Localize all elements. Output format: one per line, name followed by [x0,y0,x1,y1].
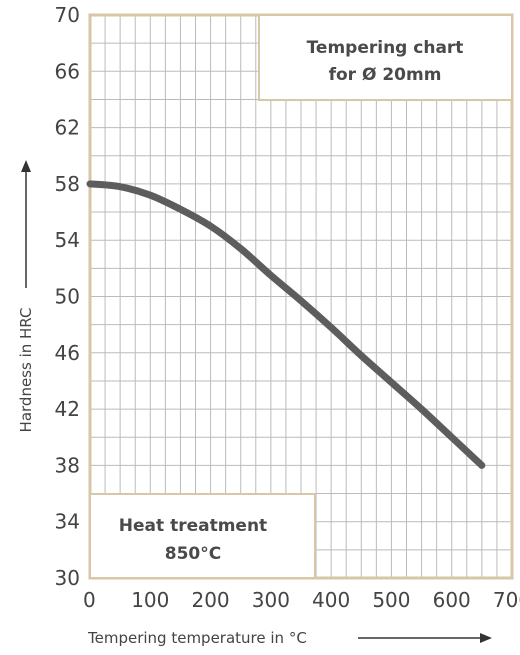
x-tick-label: 200 [191,588,229,612]
tempering-chart-box-line-2: for Ø 20mm [329,65,442,85]
x-tick-label: 100 [131,588,169,612]
y-tick-label: 30 [55,566,80,590]
x-tick-labels: 0 100 200 300 400 500 600 700 [83,588,520,612]
y-tick-label: 46 [55,341,80,365]
x-axis-arrow-head [480,633,492,643]
tempering-chart-box-line-1: Tempering chart [307,38,464,58]
heat-treatment-box: Heat treatment 850°C [89,493,316,579]
heat-treatment-box-line-1: Heat treatment [119,516,267,536]
heat-treatment-box-line-2: 850°C [165,544,221,564]
y-tick-label: 58 [55,172,80,196]
y-tick-label: 38 [55,453,80,477]
y-tick-label: 50 [55,285,80,309]
y-tick-label: 66 [55,59,80,83]
tempering-chart-box-bg [258,14,513,101]
y-axis-arrow-head [21,160,31,172]
hardness-curve [86,180,486,469]
heat-treatment-box-bg [89,493,316,579]
y-tick-label: 54 [55,228,80,252]
y-tick-labels: 30 34 38 42 46 50 54 58 62 66 70 [55,3,80,590]
y-tick-label: 42 [55,397,80,421]
y-axis-label: Hardness in HRC [17,308,35,433]
y-tick-label: 70 [55,3,80,27]
x-tick-label: 500 [372,588,410,612]
x-tick-label: 400 [312,588,350,612]
y-tick-label: 34 [55,510,80,534]
x-axis-label: Tempering temperature in °C [87,629,307,647]
y-tick-label: 62 [55,116,80,140]
x-tick-label: 300 [252,588,290,612]
x-tick-label: 0 [83,588,96,612]
x-tick-label: 600 [433,588,471,612]
x-tick-label: 700 [493,588,520,612]
tempering-chart-box: Tempering chart for Ø 20mm [258,14,513,101]
